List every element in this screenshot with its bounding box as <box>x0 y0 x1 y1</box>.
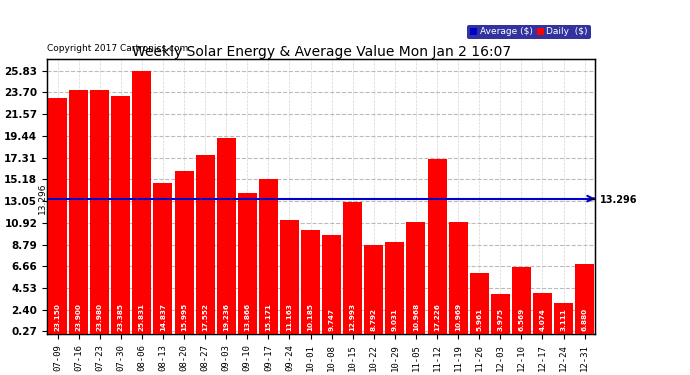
Bar <box>196 155 215 334</box>
Text: 23.385: 23.385 <box>118 303 124 331</box>
Bar <box>554 303 573 334</box>
Text: 9.031: 9.031 <box>392 308 398 331</box>
Text: 6.880: 6.880 <box>582 308 588 331</box>
Text: 10.969: 10.969 <box>455 303 461 331</box>
Bar <box>238 193 257 334</box>
Bar <box>364 244 383 334</box>
Bar <box>575 264 594 334</box>
Text: 10.185: 10.185 <box>308 303 313 331</box>
Bar <box>343 202 362 334</box>
Bar <box>406 222 426 334</box>
Text: 23.150: 23.150 <box>55 303 61 331</box>
Text: Copyright 2017 Cartronics.com: Copyright 2017 Cartronics.com <box>47 44 188 53</box>
Text: 9.747: 9.747 <box>328 308 335 331</box>
Bar <box>217 138 236 334</box>
Bar <box>132 71 151 334</box>
Bar <box>90 90 109 334</box>
Text: 15.171: 15.171 <box>266 303 271 331</box>
Text: 3.111: 3.111 <box>560 308 566 331</box>
Bar <box>153 183 172 334</box>
Text: 11.163: 11.163 <box>286 303 293 331</box>
Text: 12.993: 12.993 <box>350 303 356 331</box>
Bar <box>533 292 552 334</box>
Bar <box>386 242 404 334</box>
Title: Weekly Solar Energy & Average Value Mon Jan 2 16:07: Weekly Solar Energy & Average Value Mon … <box>132 45 511 59</box>
Text: 19.236: 19.236 <box>224 303 229 331</box>
Text: 25.831: 25.831 <box>139 303 145 331</box>
Text: 17.552: 17.552 <box>202 303 208 331</box>
Bar <box>322 235 341 334</box>
Text: 10.968: 10.968 <box>413 303 419 331</box>
Bar <box>428 159 446 334</box>
Bar <box>512 267 531 334</box>
Text: 13.296: 13.296 <box>38 183 47 214</box>
Bar <box>280 220 299 334</box>
Text: 14.837: 14.837 <box>160 303 166 331</box>
Text: 13.866: 13.866 <box>244 303 250 331</box>
Text: 15.995: 15.995 <box>181 303 187 331</box>
Text: 6.569: 6.569 <box>518 308 524 331</box>
Bar <box>491 294 510 334</box>
Bar <box>470 273 489 334</box>
Text: 5.961: 5.961 <box>476 308 482 331</box>
Bar <box>48 98 67 334</box>
Bar <box>448 222 468 334</box>
Bar <box>69 90 88 334</box>
Bar <box>301 230 320 334</box>
Text: 17.226: 17.226 <box>434 303 440 331</box>
Text: 4.074: 4.074 <box>540 308 546 331</box>
Bar <box>111 96 130 334</box>
Bar <box>259 180 278 334</box>
Text: 23.900: 23.900 <box>76 303 81 331</box>
Text: 8.792: 8.792 <box>371 308 377 331</box>
Text: 23.980: 23.980 <box>97 303 103 331</box>
Legend: Average ($), Daily  ($): Average ($), Daily ($) <box>467 25 591 39</box>
Bar <box>175 171 193 334</box>
Text: 3.975: 3.975 <box>497 308 503 331</box>
